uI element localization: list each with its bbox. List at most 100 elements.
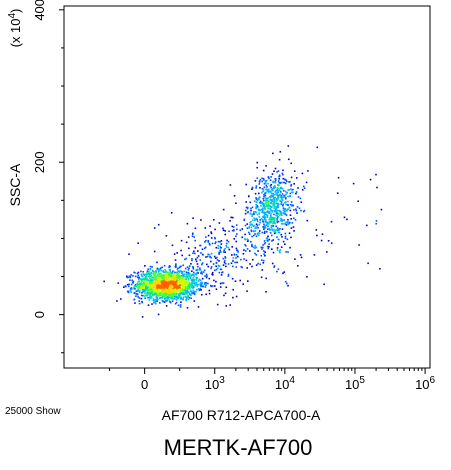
- event-dot: [270, 209, 272, 211]
- event-dot: [232, 288, 234, 291]
- event-dot: [137, 289, 139, 291]
- event-count-note: 25000 Show: [5, 406, 61, 417]
- event-dot: [183, 291, 186, 293]
- event-dot: [188, 282, 190, 285]
- event-dot: [291, 191, 294, 194]
- event-dot: [216, 267, 219, 269]
- event-dot: [158, 275, 161, 278]
- event-dot: [269, 232, 272, 234]
- event-dot: [294, 258, 296, 260]
- event-dot: [140, 281, 142, 284]
- event-dot: [149, 297, 151, 300]
- event-dot: [151, 281, 154, 284]
- event-dot: [266, 186, 268, 188]
- event-dot: [249, 221, 251, 224]
- event-dot: [170, 284, 173, 287]
- event-dot: [156, 287, 159, 290]
- event-dot: [276, 247, 279, 249]
- event-dot: [170, 272, 173, 275]
- event-dot: [196, 263, 199, 265]
- event-dot: [287, 195, 289, 198]
- event-dot: [187, 298, 190, 301]
- event-dot: [155, 298, 158, 301]
- event-dot: [166, 271, 169, 274]
- event-dot: [259, 209, 262, 212]
- event-dot: [205, 256, 207, 258]
- event-dot: [237, 255, 239, 258]
- event-dot: [141, 280, 144, 282]
- event-dot: [175, 263, 177, 265]
- event-dot: [277, 213, 279, 215]
- event-dot: [144, 265, 146, 267]
- event-dot: [197, 255, 200, 257]
- event-dot: [264, 207, 266, 210]
- event-dot: [236, 228, 238, 231]
- event-dot: [288, 189, 291, 191]
- event-dot: [274, 219, 276, 221]
- event-dot: [260, 202, 262, 205]
- event-dot: [169, 285, 171, 288]
- event-dot: [253, 217, 255, 219]
- event-dot: [277, 196, 279, 198]
- event-dot: [193, 300, 196, 302]
- event-dot: [144, 291, 146, 293]
- event-dot: [289, 181, 291, 183]
- event-dot: [290, 201, 293, 203]
- event-dot: [222, 227, 224, 230]
- event-dot: [285, 224, 288, 226]
- event-dot: [256, 205, 259, 207]
- event-dot: [148, 270, 150, 273]
- event-dot: [154, 278, 156, 280]
- event-dot: [212, 263, 215, 265]
- event-dot: [218, 222, 221, 224]
- event-dot: [210, 266, 213, 268]
- event-dot: [176, 274, 178, 277]
- event-dot: [158, 293, 161, 295]
- event-dot: [284, 210, 286, 213]
- event-dot: [222, 282, 225, 284]
- event-dot: [172, 285, 174, 287]
- event-dot: [175, 293, 178, 296]
- event-dot: [296, 212, 298, 214]
- event-dot: [253, 230, 255, 233]
- x-tick-label: 104: [275, 375, 295, 392]
- event-dot: [167, 297, 170, 299]
- event-dot: [150, 282, 152, 284]
- event-dot: [257, 250, 259, 252]
- event-dot: [268, 212, 270, 215]
- event-dot: [277, 216, 280, 218]
- event-dot: [183, 287, 186, 290]
- event-dot: [181, 287, 184, 290]
- event-dot: [250, 241, 252, 243]
- event-dot: [130, 274, 132, 276]
- event-dot: [182, 293, 184, 296]
- event-dot: [174, 271, 176, 274]
- event-dot: [289, 203, 292, 206]
- event-dot: [255, 197, 257, 199]
- event-dot: [267, 197, 269, 199]
- event-dot: [236, 249, 239, 252]
- event-dot: [254, 252, 256, 255]
- event-dot: [148, 296, 151, 299]
- event-dot: [158, 273, 160, 276]
- event-dot: [159, 274, 162, 277]
- event-dot: [146, 291, 149, 293]
- event-dot: [233, 254, 236, 256]
- event-dot: [172, 277, 175, 279]
- event-dot: [187, 287, 190, 289]
- event-dot: [149, 275, 151, 278]
- event-dot: [253, 211, 255, 213]
- event-dot: [289, 209, 292, 212]
- event-dot: [280, 212, 282, 214]
- event-dot: [273, 205, 276, 208]
- event-dot: [269, 220, 271, 223]
- event-dot: [272, 197, 275, 200]
- event-dot: [180, 249, 182, 252]
- event-dot: [182, 281, 184, 284]
- event-dot: [134, 275, 137, 278]
- event-dot: [184, 283, 187, 286]
- event-dot: [191, 284, 193, 287]
- event-dot: [145, 278, 147, 280]
- event-dot: [259, 178, 262, 181]
- event-dot: [161, 284, 163, 287]
